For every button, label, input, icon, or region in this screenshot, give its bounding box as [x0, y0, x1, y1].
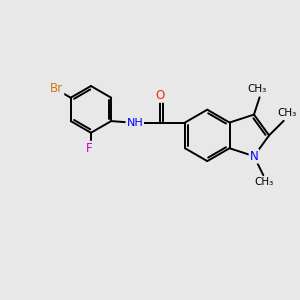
Text: CH₃: CH₃: [277, 109, 296, 118]
Text: NH: NH: [126, 118, 143, 128]
Text: O: O: [155, 89, 165, 102]
Text: CH₃: CH₃: [248, 85, 267, 94]
Text: F: F: [86, 142, 93, 155]
Text: CH₃: CH₃: [255, 178, 274, 188]
Text: Br: Br: [50, 82, 63, 95]
Text: N: N: [250, 150, 258, 163]
